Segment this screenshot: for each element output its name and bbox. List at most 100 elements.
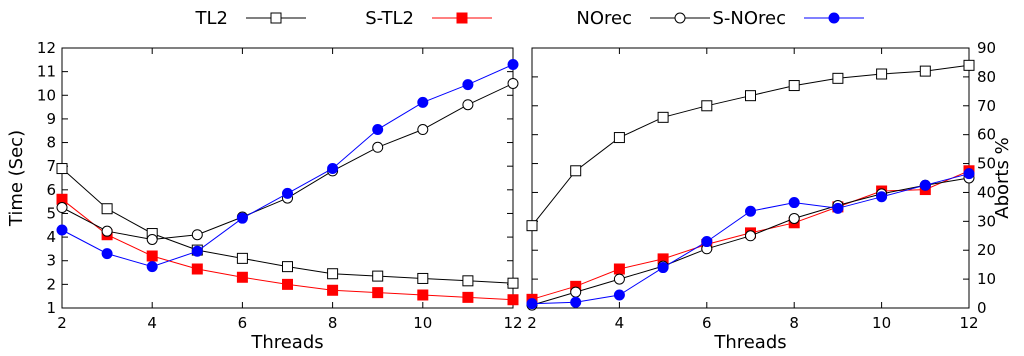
y-tick-label: 6 [46,181,56,199]
x-tick-label: 10 [872,314,891,332]
x-tick-label: 4 [615,314,625,332]
y-tick-label: 2 [46,275,56,293]
x-axis-label: Threads [713,332,786,353]
data-point-s-tl2 [507,294,519,306]
data-point-norec [745,230,756,242]
legend-item-s-tl2: S-TL2 [365,8,492,29]
data-point-norec [613,273,625,285]
data-point-s-norec [570,296,582,308]
data-point-s-norec [526,298,538,310]
y-tick-label: 80 [977,68,996,86]
plot-frame [531,47,970,309]
data-point-tl2 [701,100,713,112]
data-point-s-tl2 [462,291,474,303]
data-point-s-norec [963,168,975,180]
x-tick-label: 8 [328,314,338,332]
data-point-s-tl2 [191,263,203,275]
series-tl2 [526,59,975,232]
data-point-s-norec [372,124,384,136]
x-tick-label: 10 [413,314,432,332]
data-point-s-tl2 [613,263,625,275]
data-point-s-norec [876,191,888,203]
y-tick-label: 70 [977,97,996,115]
data-point-tl2 [236,252,248,264]
legend: TL2 S-TL2 NOrec S-NOrec [195,8,864,29]
y-axis-label: Aborts % [992,137,1013,218]
data-point-s-norec [327,163,339,175]
legend-label: S-TL2 [365,8,414,29]
legend-marker [456,12,468,24]
data-point-norec [417,124,429,136]
data-point-tl2 [462,275,474,287]
data-point-norec [56,202,68,214]
y-tick-label: 4 [46,228,56,246]
x-tick-label: 2 [527,314,537,332]
series-s-norec [56,59,519,273]
data-point-tl2 [570,165,582,177]
series-line-s-norec [61,64,514,268]
data-point-s-norec [462,79,474,91]
y-tick-label: 8 [46,134,56,152]
data-point-s-norec [236,212,248,224]
data-point-s-norec [919,179,931,191]
data-point-tl2 [919,65,931,77]
data-point-s-tl2 [146,250,158,262]
data-point-s-tl2 [327,284,339,296]
y-tick-label: 7 [46,157,56,175]
legend-item-s-norec: S-NOrec [712,8,864,29]
data-point-norec [462,99,474,111]
data-point-tl2 [876,68,888,80]
series-line-norec [531,177,970,306]
data-point-s-norec [417,96,429,108]
y-tick-label: 1 [46,299,56,317]
data-point-norec [146,233,158,245]
data-point-tl2 [526,220,538,232]
y-tick-label: 10 [37,86,56,104]
series-line-norec [61,83,514,241]
series-norec [526,172,975,311]
legend-label: NOrec [576,8,632,29]
series-tl2 [56,163,519,289]
data-point-s-norec [701,236,713,248]
data-point-tl2 [963,59,975,71]
data-point-s-norec [788,197,800,209]
x-tick-label: 4 [147,314,157,332]
data-point-s-norec [191,245,203,257]
x-tick-label: 6 [702,314,712,332]
y-tick-label: 20 [977,241,996,259]
data-point-tl2 [745,90,756,102]
data-point-norec [788,212,800,224]
y-tick-label: 10 [977,270,996,288]
legend-item-norec: NOrec [576,8,710,29]
legend-marker [674,12,686,24]
data-point-s-norec [832,202,844,214]
x-tick-label: 12 [503,314,522,332]
data-point-tl2 [657,111,669,123]
data-point-s-norec [507,59,519,71]
data-point-s-tl2 [282,278,293,290]
aborts-chart: 2 4 6 8 10 120 10 20 30 40 50 60 70 80 90 Threads Aborts… [526,39,1013,353]
plot-frame [61,47,514,309]
data-point-s-norec [282,187,293,199]
y-tick-label: 12 [37,39,56,57]
data-point-s-norec [146,261,158,273]
data-point-s-norec [613,289,625,301]
y-tick-label: 3 [46,252,56,270]
data-point-s-tl2 [417,289,429,301]
data-point-s-norec [101,248,113,260]
series-s-norec [526,168,975,310]
data-point-norec [101,225,113,237]
y-tick-label: 40 [977,183,996,201]
data-point-norec [191,229,203,241]
y-tick-label: 5 [46,204,56,222]
y-tick-label: 50 [977,155,996,173]
data-point-tl2 [613,132,625,144]
y-tick-label: 0 [977,299,987,317]
series-s-tl2 [56,193,519,306]
x-tick-label: 12 [959,314,978,332]
legend-item-tl2: TL2 [195,8,306,29]
data-point-tl2 [327,268,339,280]
legend-label: S-NOrec [712,8,786,29]
